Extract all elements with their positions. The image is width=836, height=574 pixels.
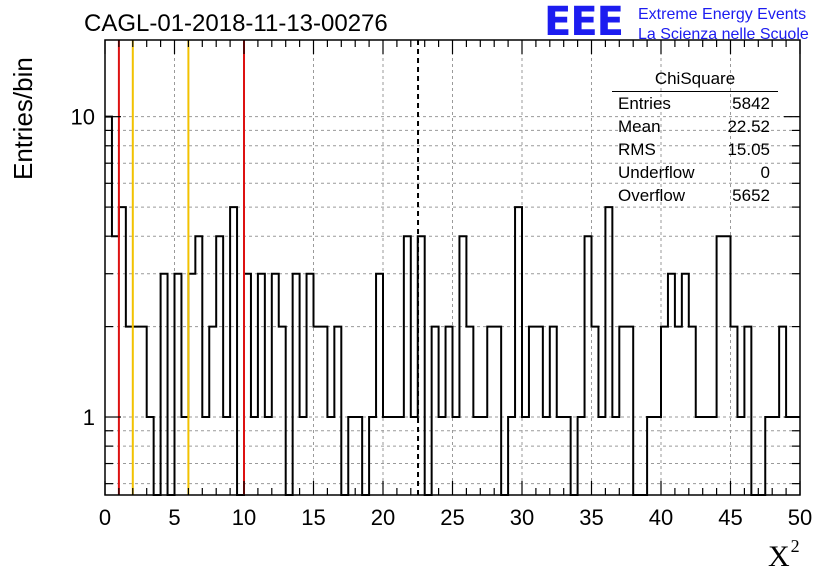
x-axis-label-main: X [768,540,790,573]
x-tick-label: 15 [301,505,325,530]
x-tick-label: 5 [168,505,180,530]
histogram-line [105,115,800,496]
stats-label: RMS [618,140,656,159]
x-axis-label: X2 [768,536,800,574]
stats-row-underflow: Underflow 0 [612,161,778,184]
stats-label: Mean [618,117,661,136]
stats-row-rms: RMS 15.05 [612,138,778,161]
stats-value: 22.52 [727,117,770,136]
axes: 0 5 10 15 20 25 30 35 40 45 50 1 10 [71,39,812,530]
histogram-series [105,115,800,496]
stats-value: 5842 [732,94,770,113]
eee-logo-mark: EEE [544,0,624,45]
x-axis-label-sup: 2 [790,536,800,556]
stats-value: 0 [760,163,770,182]
y-tick-label: 1 [83,405,95,430]
stats-title: ChiSquare [612,67,778,92]
stats-box: ChiSquare Entries 5842 Mean 22.52 RMS 15.05… [612,67,778,207]
y-axis-label: Entries/bin [8,57,38,180]
x-tick-label: 20 [371,505,395,530]
stats-row-entries: Entries 5842 [612,92,778,115]
x-tick-label: 0 [99,505,111,530]
stats-label: Overflow [618,186,686,205]
stats-label: Entries [618,94,671,113]
stats-row-mean: Mean 22.52 [612,115,778,138]
x-tick-label: 25 [440,505,464,530]
x-tick-label: 10 [232,505,256,530]
stats-value: 5652 [732,186,770,205]
x-tick-label: 45 [718,505,742,530]
stats-label: Underflow [618,163,695,182]
stats-value: 15.05 [727,140,770,159]
stats-row-overflow: Overflow 5652 [612,184,778,207]
chart-title: CAGL-01-2018-11-13-00276 [84,10,388,37]
reference-lines [117,40,420,495]
y-tick-label: 10 [71,105,95,130]
x-tick-label: 50 [788,505,812,530]
x-tick-label: 35 [579,505,603,530]
x-tick-label: 40 [649,505,673,530]
logo-subtitle-2: La Scienza nelle Scuole [638,26,809,43]
logo-subtitle-1: Extreme Energy Events [638,6,807,23]
x-tick-label: 30 [510,505,534,530]
